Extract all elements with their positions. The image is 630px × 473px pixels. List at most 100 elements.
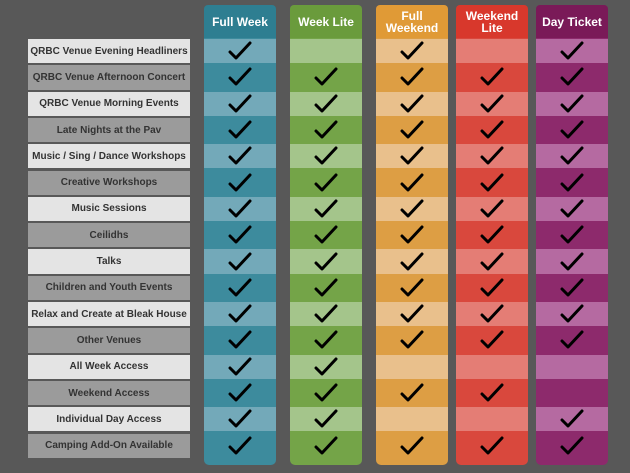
cell (204, 407, 276, 432)
cell (290, 275, 362, 300)
cell (290, 39, 362, 64)
checkmark (560, 67, 584, 86)
cell (376, 407, 448, 432)
checkmark (400, 225, 424, 244)
checkmark (480, 252, 504, 271)
row-label: Weekend Access (28, 380, 190, 406)
cell (204, 196, 276, 222)
cell (376, 328, 448, 353)
checkmark (228, 173, 252, 192)
cell (456, 144, 528, 169)
row-label: Individual Day Access (28, 407, 190, 432)
cell (536, 117, 608, 143)
checkmark (400, 41, 424, 60)
cell (290, 302, 362, 327)
cell (456, 433, 528, 458)
cell (536, 65, 608, 90)
checkmark (228, 409, 252, 428)
checkmark (560, 409, 584, 428)
row-label: All Week Access (28, 354, 190, 379)
cell (290, 170, 362, 195)
cell (290, 65, 362, 90)
cell (376, 65, 448, 90)
row-label: Talks (28, 249, 190, 274)
checkmark (228, 357, 252, 376)
cell (536, 249, 608, 274)
cell (536, 328, 608, 353)
checkmark (480, 330, 504, 349)
row-label: Music / Sing / Dance Workshops (28, 144, 190, 169)
cell (204, 328, 276, 353)
checkmark (400, 199, 424, 218)
checkmark (314, 278, 338, 297)
cell (456, 196, 528, 222)
cell (204, 275, 276, 300)
checkmark (228, 436, 252, 455)
checkmark (314, 146, 338, 165)
checkmark (228, 278, 252, 297)
checkmark (228, 41, 252, 60)
cell (290, 117, 362, 143)
cell (536, 91, 608, 116)
checkmark (314, 225, 338, 244)
checkmark (400, 436, 424, 455)
cell (204, 65, 276, 90)
cell (290, 380, 362, 406)
checkmark (314, 304, 338, 323)
checkmark (228, 225, 252, 244)
checkmark (228, 330, 252, 349)
cell (376, 170, 448, 195)
row-label: Music Sessions (28, 196, 190, 222)
checkmark (314, 252, 338, 271)
cell (536, 275, 608, 300)
checkmark (480, 67, 504, 86)
column-header: Full Week (204, 5, 276, 38)
cell (376, 354, 448, 379)
cell (536, 223, 608, 248)
checkmark (228, 383, 252, 402)
row-label: QRBC Venue Afternoon Concert (28, 65, 190, 90)
cell (290, 196, 362, 222)
cell (456, 407, 528, 432)
checkmark (314, 436, 338, 455)
checkmark (314, 330, 338, 349)
checkmark (560, 146, 584, 165)
checkmark (400, 383, 424, 402)
checkmark (228, 94, 252, 113)
cell (376, 196, 448, 222)
checkmark (314, 199, 338, 218)
checkmark (228, 304, 252, 323)
cell (456, 170, 528, 195)
cell (204, 170, 276, 195)
checkmark (560, 120, 584, 139)
checkmark (400, 94, 424, 113)
row-label: Relax and Create at Bleak House (28, 302, 190, 327)
cell (536, 354, 608, 379)
row-label: Creative Workshops (28, 170, 190, 195)
checkmark (480, 304, 504, 323)
cell (456, 354, 528, 379)
row-label: Late Nights at the Pav (28, 117, 190, 143)
checkmark (560, 330, 584, 349)
checkmark (560, 436, 584, 455)
checkmark (560, 41, 584, 60)
cell (204, 302, 276, 327)
cell (204, 249, 276, 274)
column-header: Weekend Lite (456, 5, 528, 38)
checkmark (480, 199, 504, 218)
checkmark (480, 383, 504, 402)
row-label: QRBC Venue Evening Headliners (28, 39, 190, 64)
checkmark (560, 94, 584, 113)
checkmark (400, 67, 424, 86)
column-header: Full Weekend (376, 5, 448, 38)
cell (376, 302, 448, 327)
cell (456, 91, 528, 116)
cell (536, 170, 608, 195)
checkmark (400, 278, 424, 297)
checkmark (314, 120, 338, 139)
checkmark (228, 120, 252, 139)
cell (290, 223, 362, 248)
cell (290, 328, 362, 353)
cell (456, 380, 528, 406)
checkmark (314, 94, 338, 113)
